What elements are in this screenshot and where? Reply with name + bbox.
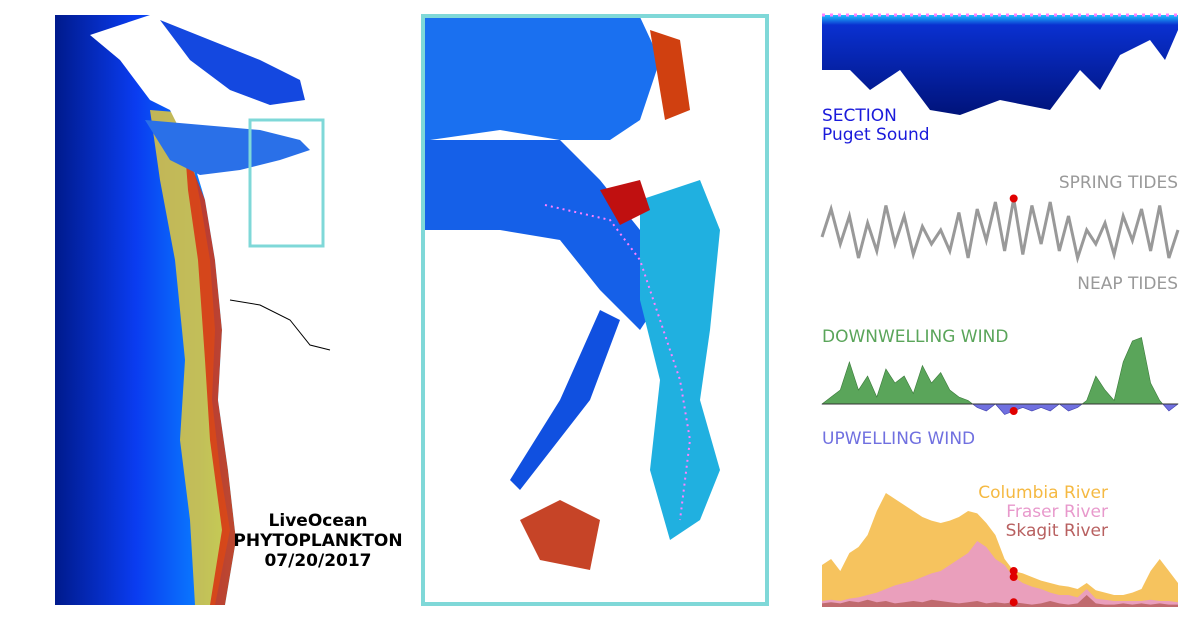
current-marker [1009,573,1018,581]
current-marker [1009,407,1018,415]
river-area [822,541,1178,607]
section-label: SECTION [822,106,897,126]
annotation-top: DOWNWELLING WIND [822,327,1008,347]
wind-area-negative [821,404,1179,415]
annotation-top: SPRING TIDES [1059,173,1178,193]
map-title: LiveOcean [269,511,368,531]
legend-entry: Columbia River [978,483,1108,503]
wind-area-positive [821,337,1179,404]
tide-line [820,198,1180,264]
map-date: 07/20/2017 [264,551,371,571]
current-marker [1009,567,1018,575]
map-subtitle: PHYTOPLANKTON [233,531,402,551]
legend-entry: Skagit River [1006,521,1108,541]
current-marker [1009,598,1018,607]
annotation-bottom: NEAP TIDES [1077,274,1178,294]
current-marker [1009,194,1018,203]
section-location: Puget Sound [822,125,930,145]
zoom-map [421,14,769,606]
section-plot [822,13,1178,115]
annotation-bottom: UPWELLING WIND [822,429,975,449]
river-area [822,493,1178,607]
coast-map [55,15,331,605]
river-area [822,595,1178,607]
legend-entry: Fraser River [1006,502,1108,522]
